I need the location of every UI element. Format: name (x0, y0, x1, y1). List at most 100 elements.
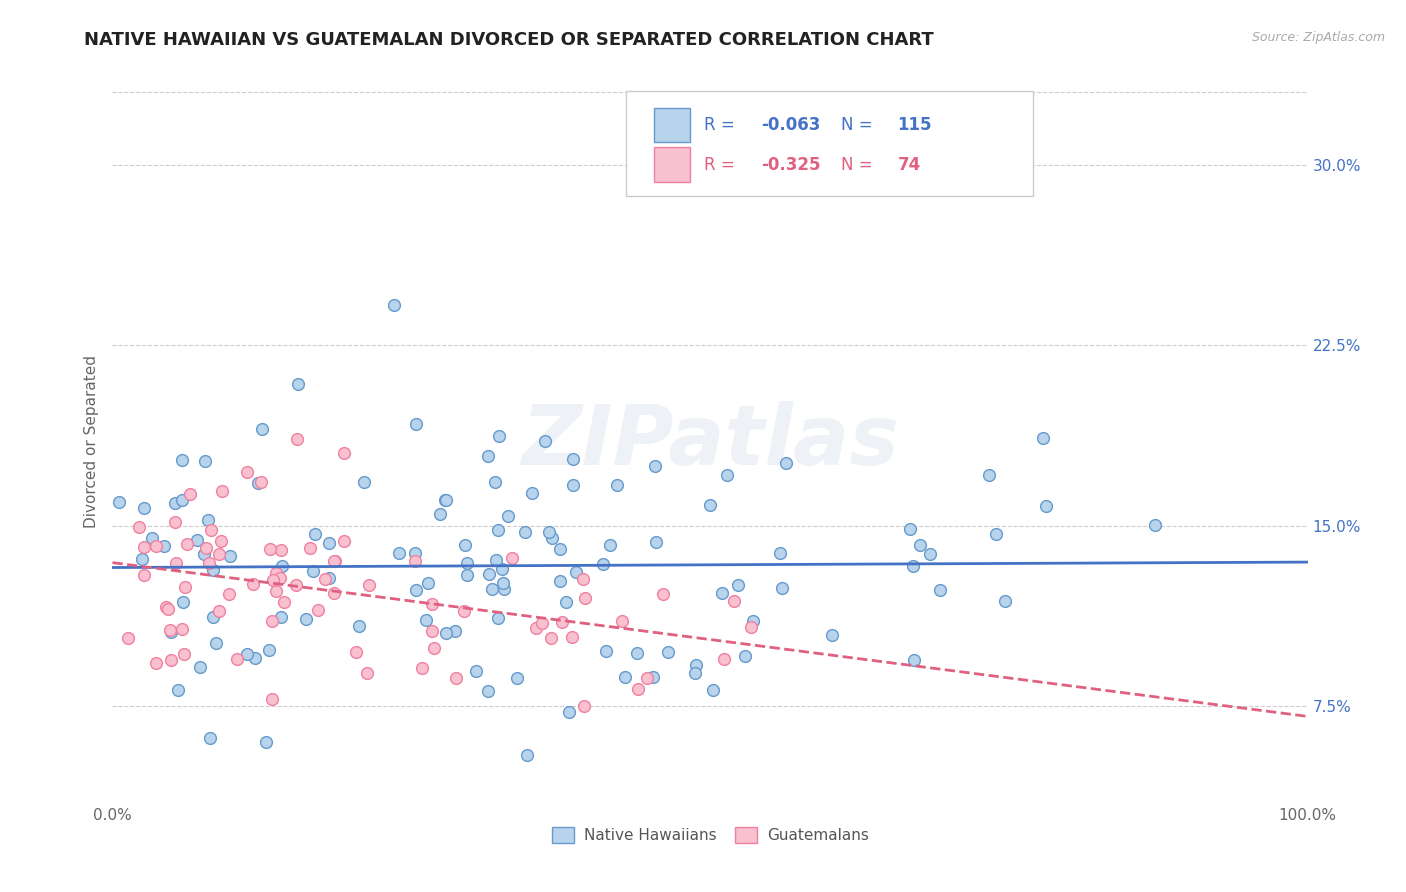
Point (977, 467, 1000, 482)
Point (734, 649, 756, 664)
Point (405, 417, 427, 432)
Point (484, 475, 506, 490)
Point (446, 672, 468, 686)
Point (318, 535, 340, 549)
Point (186, 533, 208, 547)
Point (595, 643, 617, 657)
Point (522, 486, 544, 500)
Point (436, 493, 458, 508)
Point (254, 735, 277, 749)
Point (562, 478, 585, 492)
Point (491, 562, 513, 576)
Point (159, 624, 181, 638)
Point (481, 582, 503, 596)
Point (464, 664, 486, 678)
Point (322, 553, 344, 567)
Point (176, 537, 198, 551)
Point (159, 625, 181, 640)
Point (444, 624, 467, 639)
Point (434, 626, 457, 640)
Point (551, 615, 574, 629)
Point (486, 611, 509, 625)
Point (775, 456, 797, 470)
Point (201, 610, 224, 624)
Point (599, 537, 621, 551)
Point (713, 652, 735, 666)
Y-axis label: Divorced or Separated: Divorced or Separated (84, 355, 100, 528)
Point (727, 578, 749, 592)
Point (173, 647, 195, 661)
Point (768, 546, 790, 560)
Point (477, 449, 499, 463)
Point (167, 682, 190, 697)
Text: R =: R = (704, 116, 735, 134)
Point (264, 566, 287, 581)
Point (304, 526, 326, 541)
Point (209, 533, 232, 548)
Point (269, 571, 291, 585)
Point (994, 594, 1017, 608)
Point (262, 573, 284, 587)
Point (548, 574, 571, 589)
Point (685, 658, 707, 673)
Point (259, 643, 281, 657)
Point (405, 583, 427, 598)
Point (456, 557, 478, 571)
Point (903, 653, 925, 667)
Point (501, 550, 523, 565)
Point (344, 645, 367, 659)
Point (741, 614, 763, 628)
Point (179, 487, 201, 501)
Point (821, 628, 844, 642)
Point (644, 458, 666, 473)
Point (323, 586, 346, 600)
Point (1032, 431, 1054, 445)
Point (645, 535, 668, 549)
Point (531, 615, 554, 630)
Point (141, 531, 163, 545)
Point (357, 578, 380, 592)
Point (626, 647, 648, 661)
Point (295, 611, 318, 625)
Point (200, 731, 222, 746)
Text: Source: ZipAtlas.com: Source: ZipAtlas.com (1251, 31, 1385, 45)
Point (562, 452, 585, 467)
Point (246, 475, 269, 490)
Point (193, 547, 215, 561)
Point (172, 453, 194, 467)
Point (723, 594, 745, 608)
Point (984, 526, 1007, 541)
Point (1144, 518, 1167, 533)
Point (716, 468, 738, 483)
Point (174, 580, 197, 594)
Point (194, 454, 217, 468)
Point (273, 595, 295, 609)
Point (456, 568, 478, 582)
FancyBboxPatch shape (654, 108, 690, 143)
Point (516, 747, 538, 762)
Point (486, 523, 509, 537)
Point (929, 583, 952, 598)
Point (188, 660, 211, 674)
Point (165, 496, 187, 510)
Point (225, 651, 247, 665)
Text: 74: 74 (897, 156, 921, 174)
Point (333, 534, 356, 549)
Point (307, 603, 329, 617)
Point (627, 681, 650, 696)
Text: NATIVE HAWAIIAN VS GUATEMALAN DIVORCED OR SEPARATED CORRELATION CHART: NATIVE HAWAIIAN VS GUATEMALAN DIVORCED O… (84, 31, 934, 49)
Point (260, 614, 283, 628)
Point (404, 546, 426, 560)
Point (641, 670, 664, 684)
Point (420, 597, 443, 611)
Point (558, 705, 581, 719)
Point (565, 565, 588, 579)
Legend: Native Hawaiians, Guatemalans: Native Hawaiians, Guatemalans (546, 822, 875, 849)
Point (200, 523, 222, 537)
Point (236, 647, 259, 661)
Point (411, 661, 433, 675)
Point (1035, 500, 1057, 514)
Point (572, 698, 595, 713)
Text: R =: R = (704, 156, 735, 174)
Point (145, 657, 167, 671)
